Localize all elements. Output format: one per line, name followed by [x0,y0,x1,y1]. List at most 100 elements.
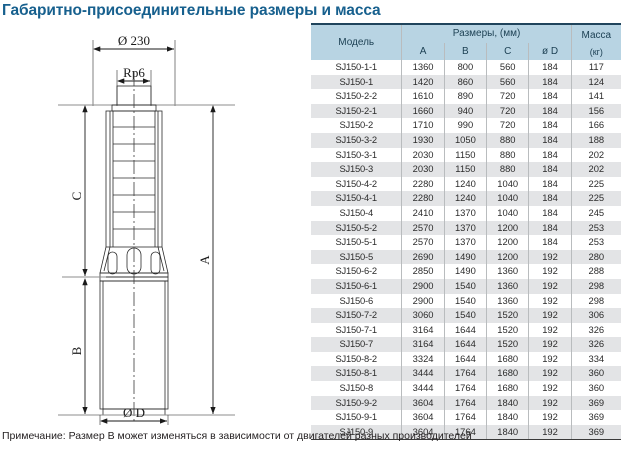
cell-c: 1840 [486,410,530,425]
cell-mass: 369 [570,410,621,425]
table-row: SJ150-6-2 2850 1490 1360 192 288 [311,264,621,279]
specification-table-container: Модель Размеры, (мм) Масса (кг) A B C ø D… [311,22,621,441]
cell-d: 184 [528,176,572,192]
svg-text:C: C [69,192,84,201]
cell-d: 184 [528,89,572,104]
cell-mass: 202 [570,162,621,177]
cell-mass: 288 [570,264,621,279]
column-header-mass-line1: Масса [581,30,612,41]
cell-b: 1490 [443,249,488,265]
cell-c: 1200 [486,249,530,265]
cell-b: 1490 [443,264,488,279]
cell-d: 192 [528,381,572,396]
cell-mass: 360 [570,381,621,396]
cell-mass: 166 [570,118,621,133]
cell-b: 1540 [443,278,488,294]
cell-b: 1240 [443,176,488,192]
table-row: SJ150-6 2900 1540 1360 192 298 [311,293,621,309]
cell-d: 184 [528,74,572,90]
cell-a: 1660 [401,103,445,119]
cell-a: 2900 [401,278,445,294]
cell-a: 3164 [401,337,445,352]
cell-model: SJ150-7-1 [311,322,403,338]
specification-table: Модель Размеры, (мм) Масса (кг) A B C ø D… [311,22,621,441]
table-row: SJ150-8 3444 1764 1680 192 360 [311,381,621,396]
cell-b: 1644 [443,337,488,352]
column-header-a: A [401,43,445,60]
cell-c: 720 [486,103,530,119]
cell-model: SJ150-2 [311,118,403,133]
cell-mass: 298 [570,278,621,294]
cell-mass: 253 [570,220,621,236]
column-header-d: ø D [528,43,572,60]
column-header-c: C [486,43,530,60]
cell-b: 1644 [443,322,488,338]
cell-model: SJ150-3-1 [311,147,403,163]
dimension-a: A [197,105,216,414]
svg-text:A: A [197,255,212,265]
cell-b: 940 [443,103,488,119]
bottom-diameter-extension-lines [99,415,169,425]
column-header-b: B [443,43,488,60]
table-row: SJ150-2 1710 990 720 184 166 [311,118,621,133]
cell-b: 990 [443,118,488,133]
cell-d: 192 [528,264,572,279]
cell-a: 3604 [401,424,445,441]
cell-a: 2030 [401,147,445,163]
cell-a: 1930 [401,132,445,148]
cell-c: 1840 [486,395,530,411]
table-row: SJ150-4-1 2280 1240 1040 184 225 [311,191,621,206]
cell-mass: 156 [570,103,621,119]
cell-model: SJ150-9-1 [311,410,403,425]
cell-c: 1520 [486,322,530,338]
cell-d: 184 [528,191,572,206]
cell-c: 1520 [486,337,530,352]
cell-d: 192 [528,293,572,309]
cell-d: 192 [528,337,572,352]
cell-d: 184 [528,118,572,133]
cell-a: 1710 [401,118,445,133]
cell-d: 184 [528,147,572,163]
cell-model: SJ150-6-2 [311,264,403,279]
cell-mass: 245 [570,205,621,221]
table-row: SJ150-9-1 3604 1764 1840 192 369 [311,410,621,425]
cell-mass: 225 [570,191,621,206]
cell-a: 1610 [401,89,445,104]
cell-a: 2900 [401,293,445,309]
cell-b: 1764 [443,366,488,382]
table-row: SJ150-1-1 1360 800 560 184 117 [311,60,621,75]
table-row: SJ150-7-2 3060 1540 1520 192 306 [311,308,621,323]
cell-model: SJ150-1 [311,74,403,90]
cell-mass: 280 [570,249,621,265]
cell-b: 1150 [443,162,488,177]
table-row: SJ150-6-1 2900 1540 1360 192 298 [311,278,621,294]
cell-model: SJ150-4-1 [311,191,403,206]
cell-b: 1764 [443,424,488,441]
table-row: SJ150-4 2410 1370 1040 184 245 [311,205,621,221]
cell-c: 880 [486,147,530,163]
cell-b: 1370 [443,235,488,250]
cell-b: 1764 [443,381,488,396]
cell-b: 890 [443,89,488,104]
table-row: SJ150-5 2690 1490 1200 192 280 [311,249,621,265]
column-group-header-dimensions: Размеры, (мм) [401,22,572,44]
table-row: SJ150-3-2 1930 1050 880 184 188 [311,132,621,148]
cell-a: 2280 [401,191,445,206]
cell-c: 880 [486,162,530,177]
cell-mass: 141 [570,89,621,104]
cell-model: SJ150-9-2 [311,395,403,411]
table-row: SJ150-7 3164 1644 1520 192 326 [311,337,621,352]
cell-c: 1680 [486,351,530,367]
cell-b: 1370 [443,220,488,236]
cell-b: 1540 [443,308,488,323]
cell-b: 800 [443,60,488,75]
page-title: Габаритно-присоединительные размеры и ма… [2,2,381,19]
cell-d: 184 [528,103,572,119]
cell-d: 192 [528,322,572,338]
dimension-b: B [69,278,88,414]
table-body: SJ150-1-1 1360 800 560 184 117 SJ150-1 1420 860 5… [311,60,621,441]
cell-mass: 253 [570,235,621,250]
cell-c: 1040 [486,176,530,192]
cell-mass: 334 [570,351,621,367]
cell-mass: 188 [570,132,621,148]
